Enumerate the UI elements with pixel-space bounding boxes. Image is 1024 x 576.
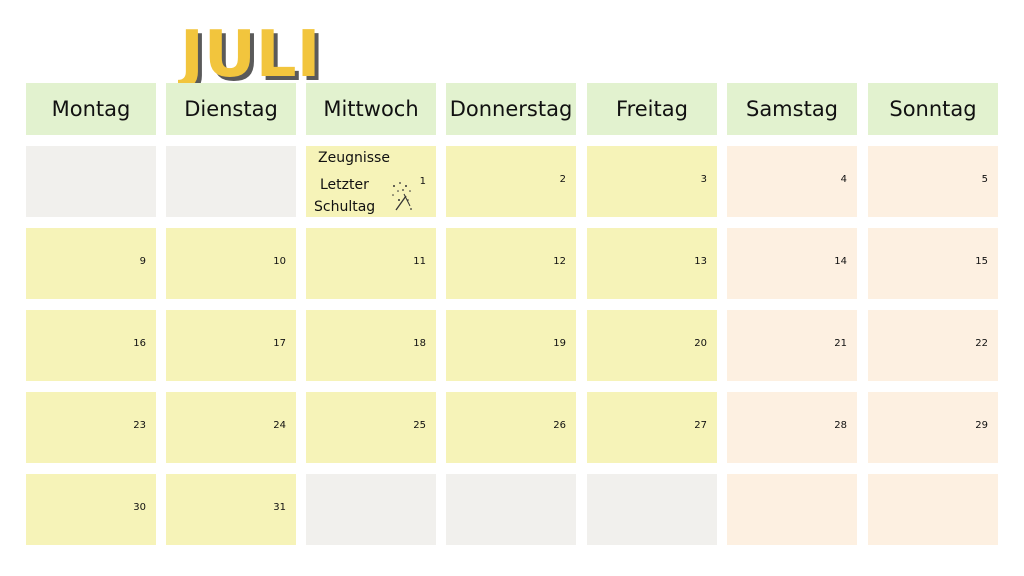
month-title-shadow: JULI [180,22,324,88]
day-number: 4 [840,174,847,185]
day-cell-empty[interactable] [587,474,717,545]
day-number: 30 [133,502,146,513]
header-sunday: Sonntag [868,83,998,135]
day-cell-25[interactable]: 25 [306,392,436,463]
event-zeugnisse: Zeugnisse [318,150,390,166]
day-cell-30[interactable]: 30 [26,474,156,545]
day-cell-empty[interactable] [446,474,576,545]
day-number: 20 [694,338,707,349]
month-title: JULI JULI [178,14,368,88]
day-cell-23[interactable]: 23 [26,392,156,463]
day-number: 21 [834,338,847,349]
day-number: 29 [975,420,988,431]
header-wednesday: Mittwoch [306,83,436,135]
party-popper-icon [392,182,412,211]
day-cell-28[interactable]: 28 [727,392,857,463]
day-number: 12 [553,256,566,267]
day-cell-15[interactable]: 15 [868,228,998,299]
day-cell-17[interactable]: 17 [166,310,296,381]
day-number: 3 [700,174,707,185]
day-cell-11[interactable]: 11 [306,228,436,299]
day-cell-12[interactable]: 12 [446,228,576,299]
day-cell-27[interactable]: 27 [587,392,717,463]
day-cell-14[interactable]: 14 [727,228,857,299]
day-cell-10[interactable]: 10 [166,228,296,299]
day-cell-3[interactable]: 3 [587,146,717,217]
day-cell-26[interactable]: 26 [446,392,576,463]
header-saturday: Samstag [727,83,857,135]
day-number: 28 [834,420,847,431]
day-cell-29[interactable]: 29 [868,392,998,463]
day-cell-2[interactable]: 2 [446,146,576,217]
day-number: 16 [133,338,146,349]
header-thursday: Donnerstag [446,83,576,135]
day-cell-19[interactable]: 19 [446,310,576,381]
day-number: 24 [273,420,286,431]
day-number: 26 [553,420,566,431]
month-title-text: JULI [178,18,320,88]
day-cell-20[interactable]: 20 [587,310,717,381]
header-monday: Montag [26,83,156,135]
header-tuesday: Dienstag [166,83,296,135]
day-number: 22 [975,338,988,349]
day-cell-empty[interactable] [727,474,857,545]
day-number: 31 [273,502,286,513]
day-number: 25 [413,420,426,431]
day-cell-5[interactable]: 5 [868,146,998,217]
event-schultag: Schultag [314,199,376,215]
day-number: 18 [413,338,426,349]
day-cell-empty[interactable] [868,474,998,545]
header-friday: Freitag [587,83,717,135]
day-cell-9[interactable]: 9 [26,228,156,299]
day-number: 2 [559,174,566,185]
day-cell-empty[interactable] [166,146,296,217]
day-number: 5 [981,174,988,185]
day-cell-21[interactable]: 21 [727,310,857,381]
day-number: 15 [975,256,988,267]
day-cell-4[interactable]: 4 [727,146,857,217]
day-cell-13[interactable]: 13 [587,228,717,299]
day-number: 1 [419,176,426,187]
day-number: 17 [273,338,286,349]
event-letzter: Letzter [320,177,369,193]
day-cell-31[interactable]: 31 [166,474,296,545]
day-number: 14 [834,256,847,267]
day-cell-empty[interactable] [306,474,436,545]
day-cell-22[interactable]: 22 [868,310,998,381]
day-number: 19 [553,338,566,349]
day-cell-16[interactable]: 16 [26,310,156,381]
day-number: 13 [694,256,707,267]
day-cell-18[interactable]: 18 [306,310,436,381]
day-number: 11 [413,256,426,267]
day-cell-empty[interactable] [26,146,156,217]
day-cell-24[interactable]: 24 [166,392,296,463]
day-cell-1[interactable]: Zeugnisse Letzter Schultag 1 [306,146,436,217]
day-number: 23 [133,420,146,431]
day-number: 27 [694,420,707,431]
day-number: 10 [273,256,286,267]
day-number: 9 [139,256,146,267]
